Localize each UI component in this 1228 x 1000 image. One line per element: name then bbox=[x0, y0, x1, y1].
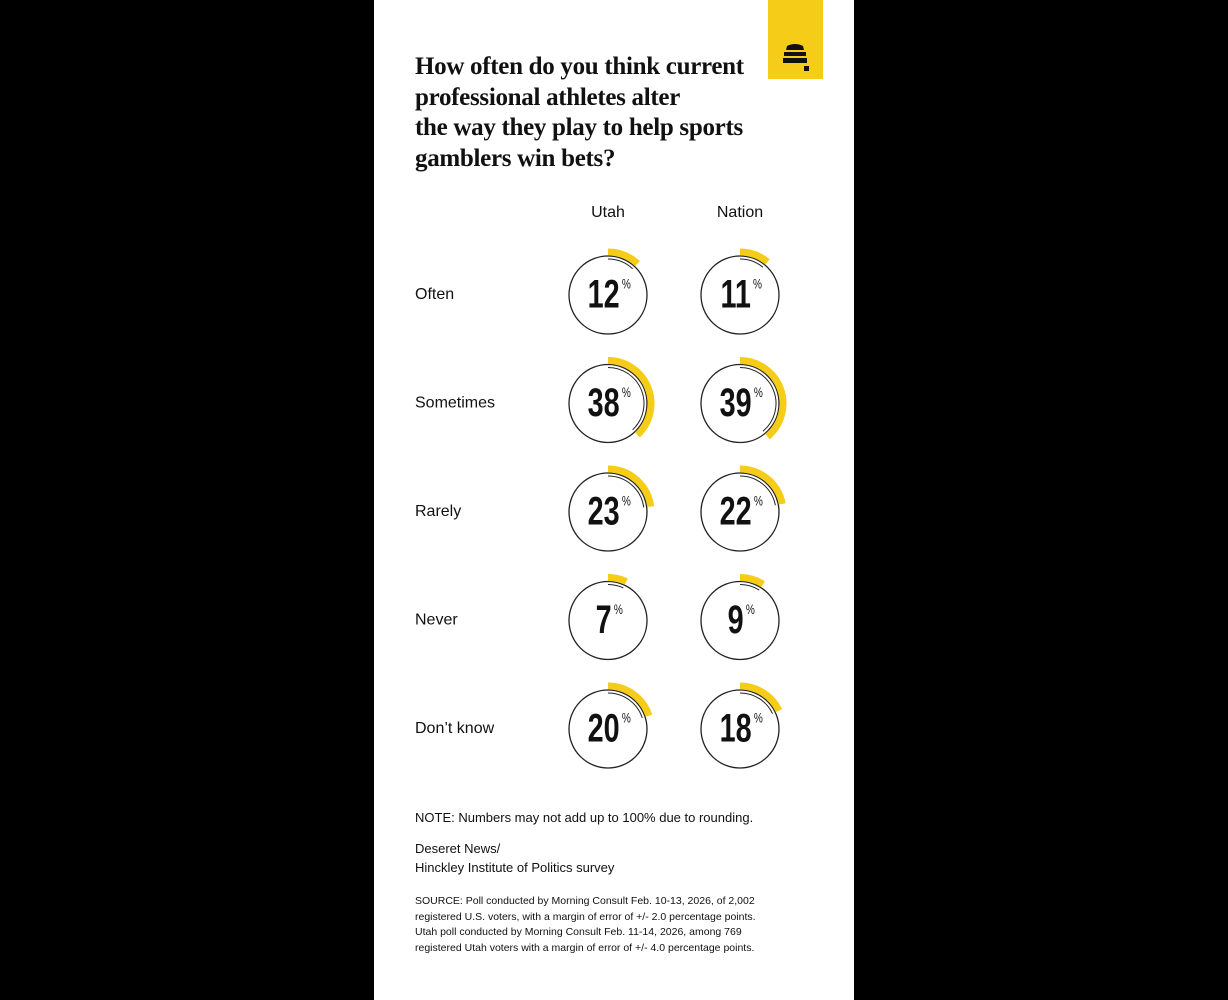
value-label: 12 bbox=[588, 272, 620, 317]
value-unit: % bbox=[622, 710, 631, 726]
value-label-group: 9% bbox=[728, 597, 755, 642]
ring bbox=[700, 689, 780, 769]
value-label-group: 22% bbox=[720, 489, 763, 534]
ring-arc-inner bbox=[607, 258, 633, 270]
ring-arc-inner bbox=[739, 367, 777, 432]
ring bbox=[700, 472, 780, 552]
value-label: 18 bbox=[720, 706, 752, 751]
row-label: Never bbox=[415, 612, 458, 629]
ring-arc bbox=[739, 682, 783, 713]
ring-arc bbox=[739, 465, 786, 505]
ring-arc bbox=[607, 357, 655, 438]
value-unit: % bbox=[746, 602, 755, 618]
chart-title: How often do you think current professio… bbox=[415, 53, 744, 172]
value-label-group: 23% bbox=[588, 489, 631, 534]
value-label: 39 bbox=[720, 380, 752, 425]
value-label: 22 bbox=[720, 489, 752, 534]
column-header: Nation bbox=[717, 204, 763, 221]
value-unit: % bbox=[754, 493, 763, 509]
ring bbox=[700, 363, 780, 444]
note: NOTE: Numbers may not add up to 100% due… bbox=[415, 810, 754, 825]
ring-arc bbox=[739, 248, 770, 265]
ring bbox=[568, 472, 648, 552]
ring-arc-inner bbox=[607, 584, 624, 589]
value-unit: % bbox=[622, 276, 631, 292]
ring-arc bbox=[739, 357, 787, 440]
value-unit: % bbox=[754, 385, 763, 401]
logo-box bbox=[768, 0, 823, 79]
value-unit: % bbox=[622, 493, 631, 509]
ring-arc-inner bbox=[607, 367, 645, 431]
value-unit: % bbox=[753, 276, 762, 292]
row-label: Don’t know bbox=[415, 720, 495, 737]
ring-arc bbox=[607, 574, 628, 585]
ring-arc bbox=[607, 465, 655, 508]
value-label-group: 18% bbox=[720, 706, 763, 751]
value-label: 7 bbox=[596, 597, 612, 642]
infographic-panel: Utah Nation Often 12% 11% Sometimes 38% 39% Rare… bbox=[374, 0, 854, 1000]
value-label: 20 bbox=[588, 706, 620, 751]
ring-arc-inner bbox=[739, 258, 764, 268]
value-label: 11 bbox=[720, 272, 750, 317]
ring-arc bbox=[607, 248, 640, 267]
value-label-group: 20% bbox=[588, 706, 631, 751]
value-label: 23 bbox=[588, 489, 620, 534]
ring bbox=[568, 363, 648, 444]
value-label: 9 bbox=[728, 597, 744, 642]
ring-arc-inner bbox=[607, 692, 643, 719]
ring-arc bbox=[739, 574, 765, 588]
value-label-group: 12% bbox=[588, 272, 631, 317]
row-label: Sometimes bbox=[415, 395, 495, 412]
value-label-group: 11% bbox=[720, 272, 762, 317]
ring-arc bbox=[607, 682, 653, 717]
credit: Deseret News/ Hinckley Institute of Poli… bbox=[415, 841, 615, 875]
ring bbox=[700, 580, 780, 661]
ring bbox=[568, 255, 648, 335]
ring bbox=[700, 255, 780, 335]
ring-arc-inner bbox=[739, 475, 776, 506]
row-label: Often bbox=[415, 286, 454, 303]
ring-arc-inner bbox=[607, 475, 645, 508]
logo-icon bbox=[783, 44, 809, 71]
value-unit: % bbox=[754, 710, 763, 726]
source: SOURCE: Poll conducted by Morning Consul… bbox=[415, 895, 756, 954]
ring-arc-inner bbox=[739, 692, 774, 714]
value-label-group: 39% bbox=[720, 380, 763, 425]
value-label-group: 38% bbox=[588, 380, 631, 425]
ring bbox=[568, 580, 648, 661]
ring bbox=[568, 689, 648, 769]
row-label: Rarely bbox=[415, 503, 461, 520]
value-unit: % bbox=[614, 602, 623, 618]
value-label-group: 7% bbox=[596, 597, 623, 642]
value-unit: % bbox=[622, 385, 631, 401]
value-label: 38 bbox=[588, 380, 620, 425]
ring-arc-inner bbox=[739, 584, 760, 591]
column-header: Utah bbox=[591, 204, 625, 221]
